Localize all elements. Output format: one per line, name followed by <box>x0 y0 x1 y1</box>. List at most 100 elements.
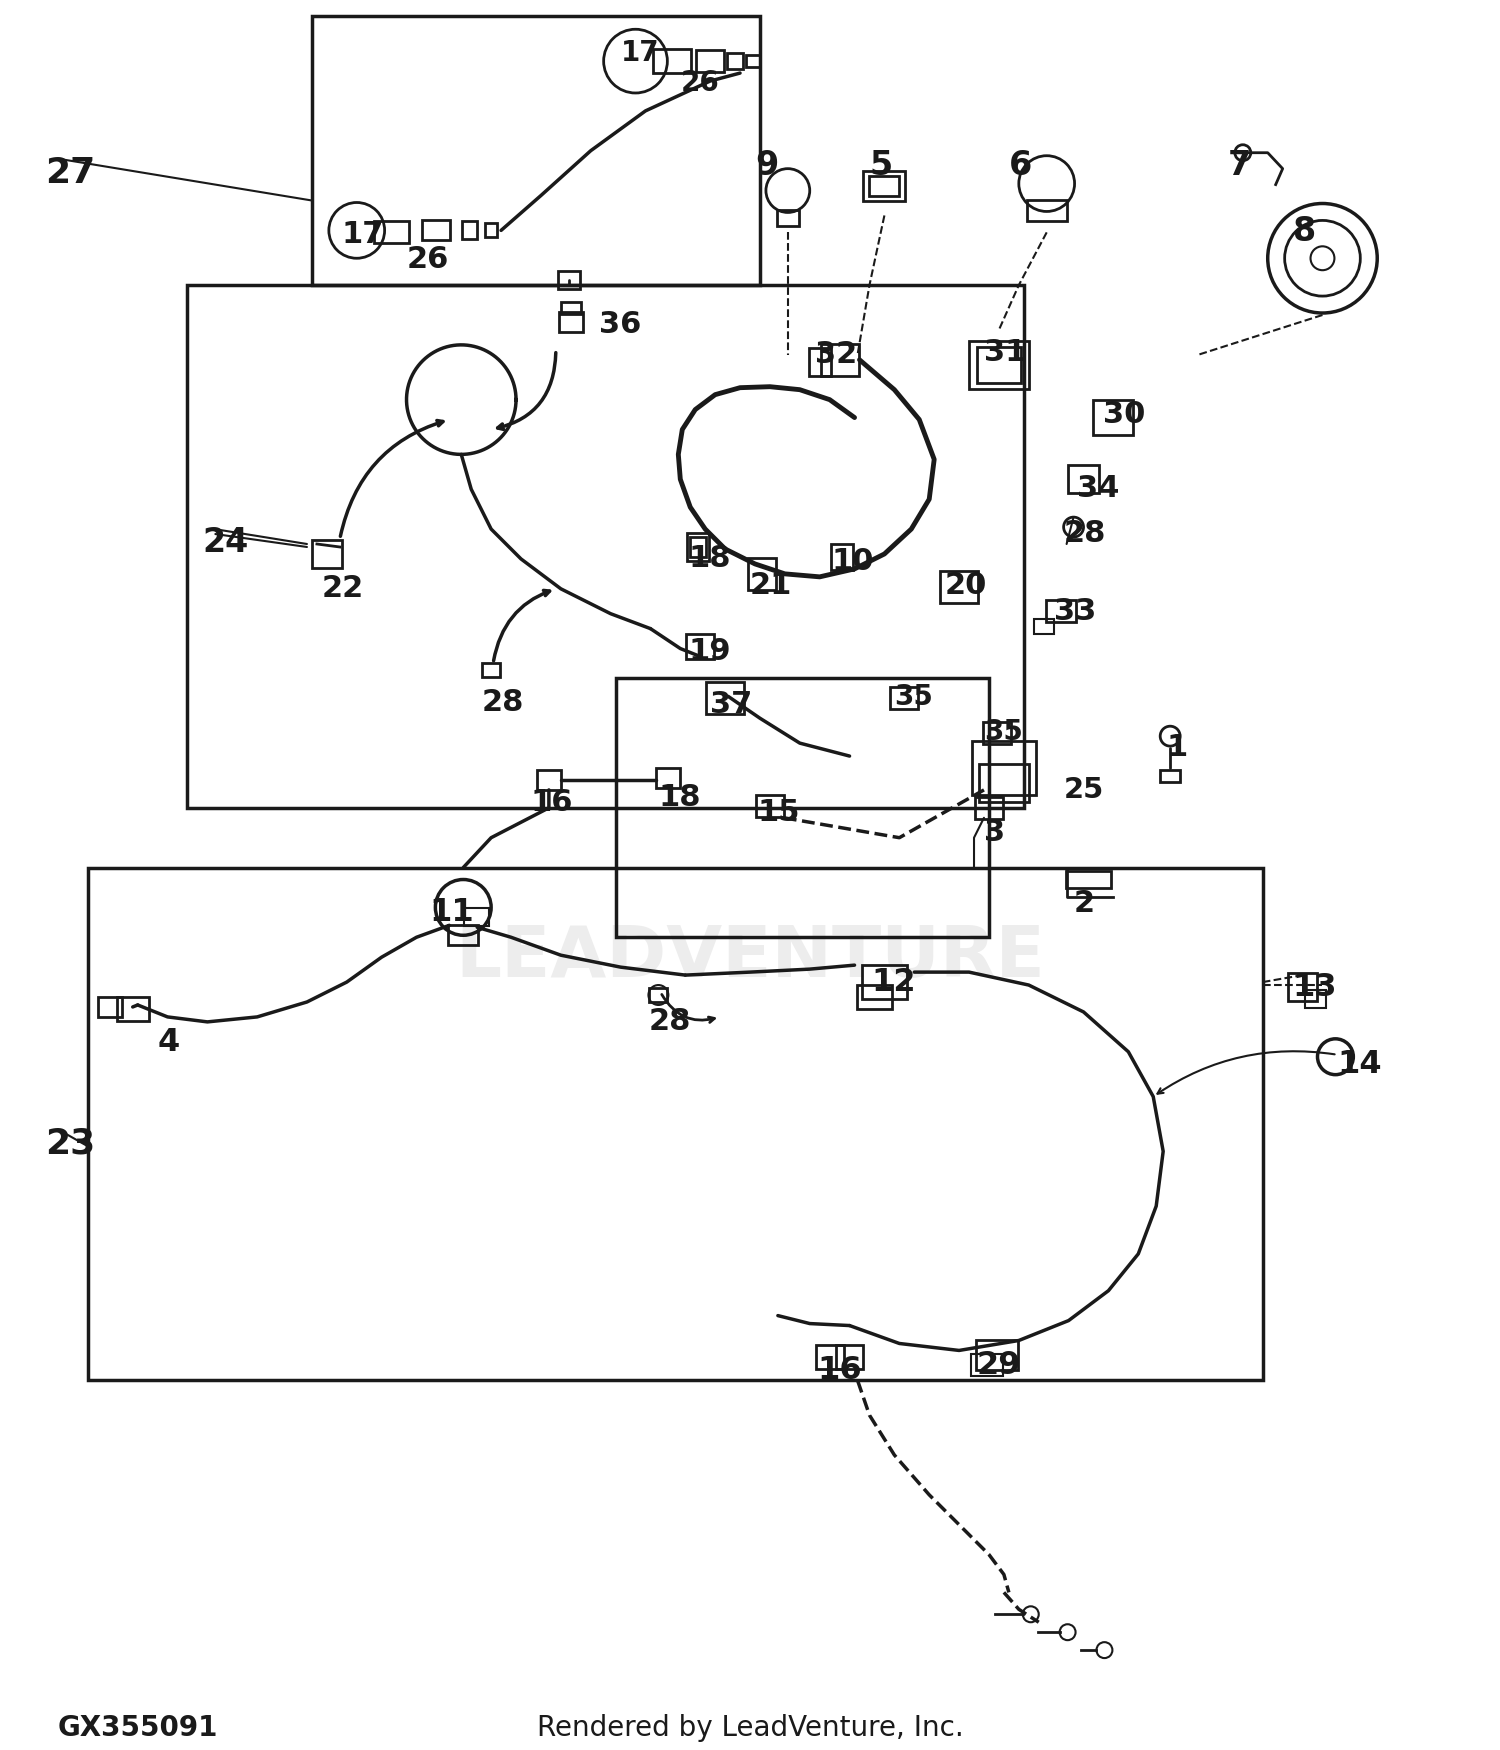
Text: 27: 27 <box>45 156 96 189</box>
Bar <box>777 210 800 226</box>
Bar <box>650 989 668 1003</box>
Text: 16: 16 <box>818 1356 862 1386</box>
Text: 8: 8 <box>1293 215 1316 248</box>
Text: 5: 5 <box>870 149 892 182</box>
Text: 25: 25 <box>1064 775 1104 803</box>
Bar <box>816 1346 843 1368</box>
Text: 34: 34 <box>1077 474 1119 504</box>
Bar <box>831 544 852 570</box>
Bar <box>615 679 988 938</box>
Text: 6: 6 <box>1010 149 1032 182</box>
Bar <box>748 558 776 590</box>
Text: 3: 3 <box>984 817 1005 847</box>
Bar <box>1066 870 1112 889</box>
Bar <box>687 634 714 660</box>
Bar <box>1034 620 1053 634</box>
Text: 1: 1 <box>1166 733 1188 763</box>
Bar <box>976 1340 1018 1370</box>
Text: GX355091: GX355091 <box>58 1713 219 1741</box>
Bar <box>891 688 918 709</box>
Text: 30: 30 <box>1104 399 1146 429</box>
Text: 36: 36 <box>598 310 640 340</box>
Text: 11: 11 <box>429 898 474 929</box>
Text: 24: 24 <box>202 527 249 558</box>
Bar <box>560 312 582 332</box>
Bar <box>374 222 410 243</box>
Text: LEADVENTURE: LEADVENTURE <box>454 922 1046 992</box>
Bar <box>188 285 1024 809</box>
Bar <box>448 926 478 945</box>
Bar <box>862 964 907 999</box>
Bar <box>972 740 1036 796</box>
Bar <box>687 534 709 562</box>
Bar <box>856 985 892 1010</box>
Text: 13: 13 <box>1293 971 1336 1003</box>
Text: 2: 2 <box>1074 889 1095 919</box>
Text: 16: 16 <box>531 788 573 817</box>
Text: 14: 14 <box>1338 1048 1382 1080</box>
Text: 23: 23 <box>45 1127 96 1160</box>
Bar <box>690 537 706 556</box>
Bar <box>870 175 900 196</box>
Text: 12: 12 <box>871 968 916 998</box>
Bar <box>561 303 580 313</box>
Bar <box>756 794 784 817</box>
Text: 15: 15 <box>758 798 801 828</box>
Bar <box>1094 401 1134 436</box>
Bar <box>1068 466 1100 493</box>
Text: 17: 17 <box>342 220 384 250</box>
Bar <box>657 768 681 788</box>
Bar <box>464 908 489 926</box>
Text: 31: 31 <box>984 338 1026 368</box>
Text: 29: 29 <box>976 1351 1022 1381</box>
Bar <box>970 1354 1004 1376</box>
Text: 19: 19 <box>688 637 730 665</box>
Text: 26: 26 <box>681 68 718 96</box>
Text: 9: 9 <box>754 149 778 182</box>
Bar <box>746 56 760 66</box>
Bar <box>940 570 978 602</box>
Bar <box>312 541 342 569</box>
Bar <box>728 52 742 68</box>
Text: 37: 37 <box>710 690 753 719</box>
Bar <box>706 682 744 714</box>
Bar <box>975 796 1004 819</box>
Bar <box>696 51 724 72</box>
Text: 35: 35 <box>894 684 933 712</box>
Text: 21: 21 <box>750 570 792 600</box>
Text: 22: 22 <box>322 574 364 602</box>
Text: 17: 17 <box>621 38 658 66</box>
Text: Rendered by LeadVenture, Inc.: Rendered by LeadVenture, Inc. <box>537 1713 963 1741</box>
Bar <box>980 765 1029 802</box>
Bar <box>537 770 561 789</box>
Text: 18: 18 <box>688 544 730 572</box>
Bar <box>312 16 760 285</box>
Bar <box>117 997 148 1020</box>
Text: 20: 20 <box>944 570 987 600</box>
Bar <box>484 224 496 238</box>
Bar <box>98 997 122 1017</box>
Bar <box>982 723 1011 744</box>
Bar <box>88 868 1263 1381</box>
Text: 28: 28 <box>1064 520 1106 548</box>
Text: 35: 35 <box>984 718 1023 746</box>
Bar <box>1305 990 1326 1008</box>
Bar <box>821 345 858 376</box>
Bar <box>1287 973 1317 1001</box>
Bar <box>976 346 1022 383</box>
Bar <box>808 348 831 376</box>
Bar <box>864 172 906 201</box>
Bar <box>558 271 580 289</box>
Bar <box>462 222 477 240</box>
Text: 18: 18 <box>658 782 700 812</box>
Text: 28: 28 <box>648 1006 692 1036</box>
Bar <box>423 220 450 240</box>
Bar <box>1046 600 1076 621</box>
Bar <box>654 49 692 74</box>
Text: 7: 7 <box>1228 149 1251 182</box>
Bar <box>482 663 500 677</box>
Bar <box>1160 770 1180 782</box>
Bar <box>969 341 1029 388</box>
Text: 33: 33 <box>1053 597 1096 626</box>
Text: 4: 4 <box>158 1027 180 1057</box>
